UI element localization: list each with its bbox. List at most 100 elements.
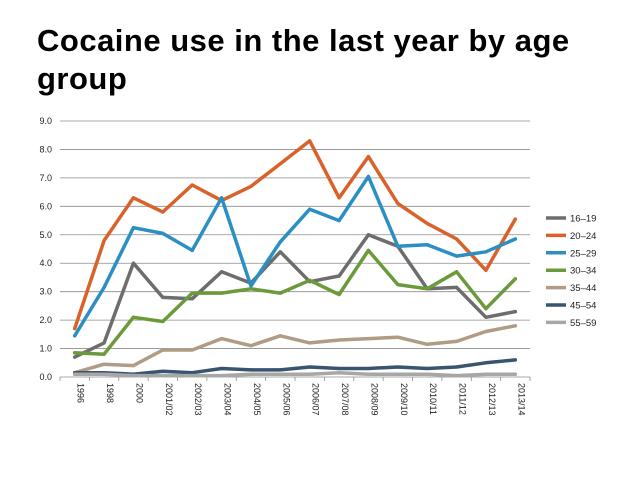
data-point (366, 248, 371, 253)
data-point (190, 291, 194, 295)
data-point (425, 372, 429, 376)
x-tick-label: 2012/13 (487, 383, 497, 416)
data-point (190, 371, 194, 375)
data-point (337, 292, 341, 297)
data-point (102, 341, 106, 345)
data-point (219, 373, 224, 378)
data-point (308, 278, 312, 282)
data-point (219, 270, 224, 274)
x-tick-label: 2010/11 (428, 383, 438, 415)
x-tick-label: 2005/06 (281, 383, 291, 416)
data-point (513, 358, 517, 362)
data-point (249, 344, 253, 348)
x-tick-label: 2003/04 (223, 383, 233, 416)
data-point (190, 297, 194, 301)
x-tick-label: 2000 (134, 383, 144, 403)
data-point (102, 352, 106, 356)
data-point (513, 277, 517, 281)
series-line-25–29 (72, 174, 518, 338)
data-point (190, 183, 194, 187)
data-point (278, 291, 282, 295)
data-point (249, 184, 253, 189)
data-point (513, 217, 517, 221)
data-point (308, 365, 312, 369)
data-point (484, 361, 488, 365)
x-tick-label: 2004/05 (252, 383, 262, 416)
data-point (102, 372, 106, 376)
x-tick-label: 2013/14 (516, 383, 526, 416)
data-point (425, 287, 429, 291)
data-point (102, 238, 106, 243)
data-point (190, 248, 194, 253)
legend-label: 20–24 (570, 231, 596, 242)
data-point (337, 366, 341, 371)
legend-label: 45–54 (570, 301, 596, 312)
data-point (337, 218, 341, 223)
data-point (396, 335, 400, 339)
data-point (131, 373, 136, 378)
data-point (484, 315, 488, 319)
data-point (396, 372, 400, 376)
data-point (131, 226, 136, 230)
data-point (249, 284, 253, 288)
data-point (102, 285, 106, 289)
data-point (484, 307, 488, 311)
data-point (278, 162, 282, 166)
data-point (454, 237, 459, 241)
data-point (337, 196, 341, 200)
data-point (366, 337, 371, 341)
data-point (454, 254, 459, 258)
series-line-35–44 (72, 324, 518, 375)
data-point (131, 364, 136, 368)
data-point (161, 373, 165, 378)
data-point (425, 243, 429, 247)
data-point (249, 372, 253, 376)
data-point (308, 139, 312, 143)
data-point (219, 196, 224, 200)
y-tick-label: 9.0 (39, 116, 52, 126)
data-point (308, 341, 312, 345)
legend-label: 16–19 (570, 214, 596, 225)
data-point (308, 372, 312, 376)
data-point (425, 366, 429, 371)
data-point (190, 348, 194, 352)
data-point (513, 324, 517, 328)
data-point (396, 282, 400, 287)
data-point (366, 372, 371, 376)
data-point (366, 366, 371, 371)
data-point (131, 196, 136, 200)
axes: 0.0 1.0 2.0 3.0 4.0 5.0 6.0 7.0 8.0 9.0 1996 1998 20… (39, 116, 531, 416)
data-point (278, 368, 282, 372)
data-point (454, 285, 459, 289)
y-tick-label: 4.0 (39, 258, 52, 268)
data-point (161, 231, 165, 235)
x-tick-label: 1996 (76, 383, 86, 403)
y-tick-label: 6.0 (39, 201, 52, 211)
data-point (73, 327, 77, 331)
legend: 16–19 20–24 25–29 30–34 35–44 45–54 55–59 (546, 214, 596, 329)
data-point (249, 368, 253, 372)
x-tick-label: 2006/07 (311, 383, 321, 416)
series-line-16–19 (72, 233, 518, 359)
data-point (102, 362, 106, 366)
data-point (161, 369, 165, 373)
data-point (484, 329, 488, 334)
data-point (278, 240, 282, 244)
data-point (396, 201, 400, 206)
x-tick-label: 2007/08 (340, 383, 350, 416)
series-line-45–54 (72, 358, 518, 376)
y-tick-label: 7.0 (39, 173, 52, 183)
data-point (513, 309, 517, 314)
series-line-30–34 (72, 248, 518, 356)
data-point (366, 174, 371, 179)
data-point (249, 287, 253, 291)
data-point (337, 371, 341, 375)
data-point (73, 351, 77, 355)
data-point (73, 355, 77, 359)
x-tick-label: 2002/03 (193, 383, 203, 416)
x-tick-label: 2008/09 (369, 383, 379, 416)
legend-label: 30–34 (570, 266, 596, 277)
data-point (190, 373, 194, 378)
data-point (454, 373, 459, 378)
